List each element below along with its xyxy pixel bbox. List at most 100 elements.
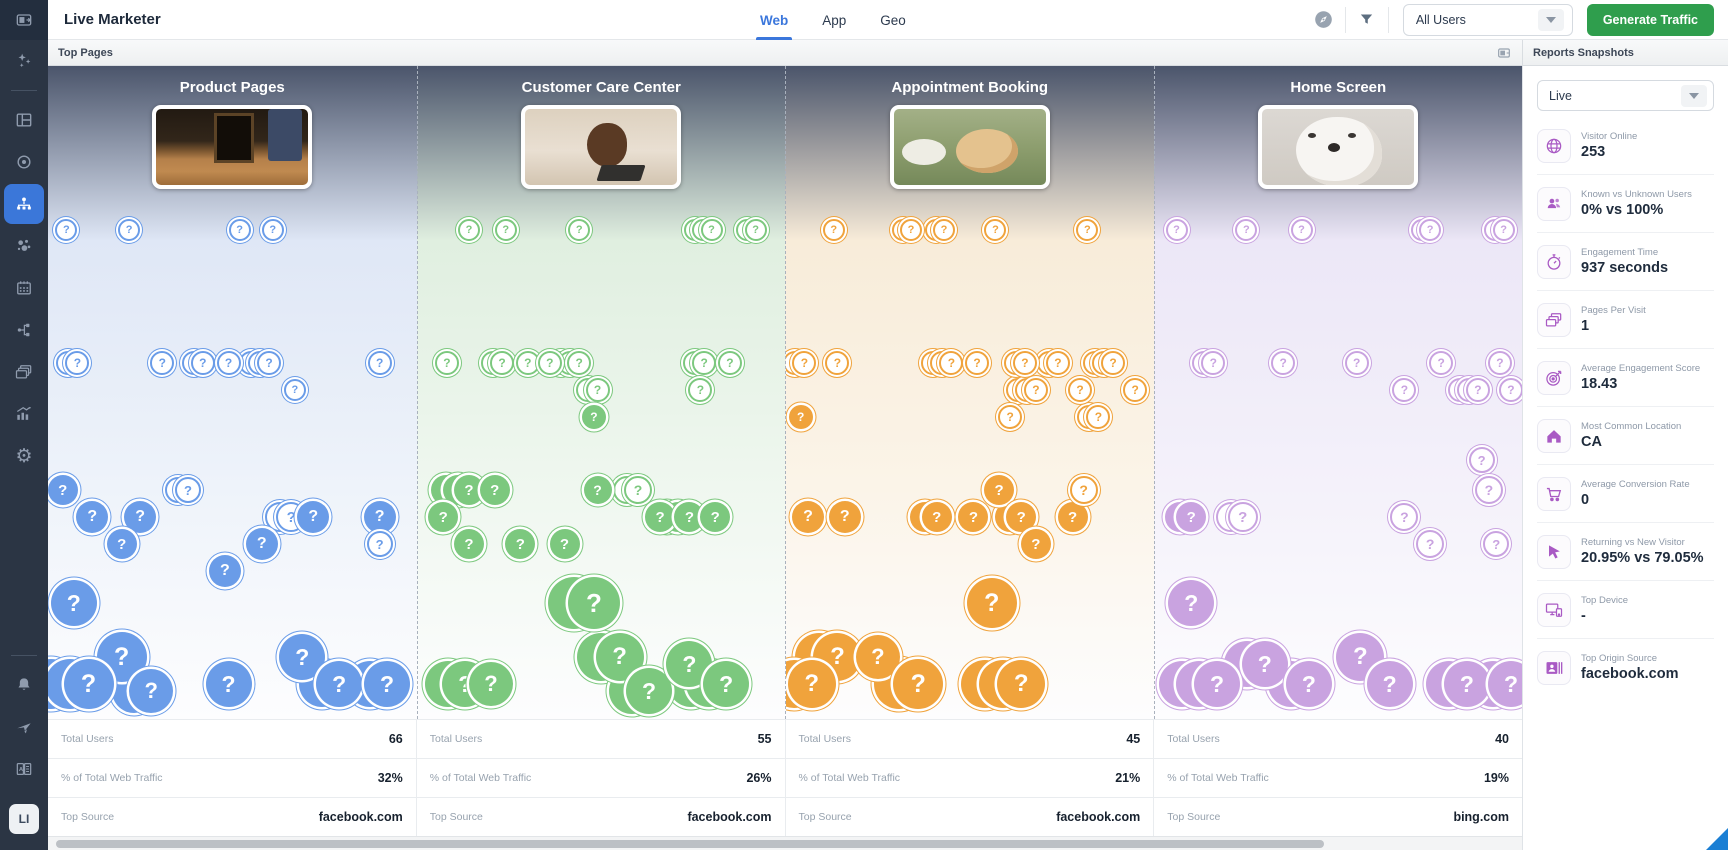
user-bubble-outline[interactable]: ? (688, 378, 713, 402)
user-bubble-outline[interactable]: ? (899, 219, 922, 241)
user-bubble[interactable]: ? (1193, 661, 1240, 707)
user-bubble[interactable]: ? (966, 578, 1017, 628)
send-icon[interactable] (4, 707, 44, 747)
user-bubble-outline[interactable]: ? (1235, 219, 1258, 241)
user-bubble-outline[interactable]: ? (567, 351, 592, 375)
user-bubble[interactable]: ? (893, 659, 944, 709)
user-bubble[interactable]: ? (1285, 661, 1332, 707)
user-bubble-outline[interactable]: ? (494, 219, 517, 241)
user-bubble[interactable]: ? (505, 529, 536, 559)
metric-item[interactable]: Most Common Location CA (1537, 407, 1714, 465)
user-bubble-outline[interactable]: ? (434, 351, 459, 375)
user-bubble[interactable]: ? (1366, 661, 1413, 707)
bell-icon[interactable] (4, 665, 44, 705)
sparkles-icon[interactable] (4, 41, 44, 81)
user-bubble-outline[interactable]: ? (515, 351, 540, 375)
user-bubble[interactable]: ? (674, 502, 705, 532)
user-bubble[interactable]: ? (583, 476, 612, 504)
user-bubble[interactable]: ? (469, 662, 513, 706)
user-bubble[interactable]: ? (567, 577, 620, 629)
user-bubble-outline[interactable]: ? (228, 219, 251, 241)
user-bubble[interactable]: ? (1176, 502, 1207, 532)
report-mode-select[interactable]: Live (1537, 80, 1714, 111)
metric-item[interactable]: Known vs Unknown Users 0% vs 100% (1537, 175, 1714, 233)
metric-item[interactable]: Average Conversion Rate 0 (1537, 465, 1714, 523)
user-bubble-outline[interactable]: ? (118, 219, 141, 241)
user-bubble-outline[interactable]: ? (1069, 476, 1098, 504)
user-bubble[interactable]: ? (50, 580, 97, 626)
user-bubble-outline[interactable]: ? (744, 219, 767, 241)
metric-item[interactable]: Visitor Online 253 (1537, 117, 1714, 175)
user-bubble[interactable]: ? (208, 555, 241, 587)
user-bubble-outline[interactable]: ? (792, 351, 817, 375)
user-bubble-outline[interactable]: ? (1483, 531, 1510, 557)
chat-widget-corner[interactable] (1706, 828, 1728, 850)
user-bubble-outline[interactable]: ? (1123, 378, 1148, 402)
page-thumbnail[interactable] (521, 105, 682, 189)
user-bubble[interactable]: ? (1168, 580, 1215, 626)
user-bubble-outline[interactable]: ? (1290, 219, 1313, 241)
metric-item[interactable]: Average Engagement Score 18.43 (1537, 349, 1714, 407)
user-bubble-outline[interactable]: ? (1429, 351, 1454, 375)
user-bubble-outline[interactable]: ? (1227, 502, 1258, 532)
compass-icon[interactable] (1303, 7, 1345, 33)
page-thumbnail[interactable] (152, 105, 313, 189)
user-bubble-outline[interactable]: ? (568, 219, 591, 241)
user-bubble-outline[interactable]: ? (1086, 405, 1111, 429)
user-bubble[interactable]: ? (1006, 502, 1037, 532)
user-bubble[interactable]: ? (245, 528, 278, 560)
user-bubble-outline[interactable]: ? (1045, 351, 1070, 375)
user-bubble[interactable]: ? (1336, 633, 1385, 681)
user-bubble[interactable]: ? (453, 475, 484, 505)
user-bubble-outline[interactable]: ? (984, 219, 1007, 241)
user-bubble-outline[interactable]: ? (1474, 476, 1503, 504)
target-icon[interactable] (4, 142, 44, 182)
user-bubble-outline[interactable]: ? (965, 351, 990, 375)
page-thumbnail[interactable] (889, 105, 1050, 189)
user-bubble-outline[interactable]: ? (1165, 219, 1188, 241)
user-bubble-outline[interactable]: ? (1416, 530, 1445, 558)
user-bubble[interactable]: ? (855, 635, 900, 679)
user-bubble-outline[interactable]: ? (1392, 378, 1417, 402)
user-bubble[interactable]: ? (645, 502, 676, 532)
book-icon[interactable]: A (4, 749, 44, 789)
tab-geo[interactable]: Geo (880, 12, 906, 28)
user-bubble[interactable]: ? (828, 501, 861, 533)
user-bubble-outline[interactable]: ? (1419, 219, 1442, 241)
user-bubble[interactable]: ? (48, 475, 78, 505)
bubbles-icon[interactable] (4, 226, 44, 266)
user-bubble-outline[interactable]: ? (1012, 351, 1037, 375)
tab-web[interactable]: Web (755, 0, 793, 40)
user-bubble-outline[interactable]: ? (1498, 378, 1522, 402)
tab-app[interactable]: App (822, 12, 847, 28)
user-bubble-outline[interactable]: ? (1344, 351, 1369, 375)
user-bubble-outline[interactable]: ? (1487, 351, 1512, 375)
user-bubble-outline[interactable]: ? (190, 351, 215, 375)
user-bubble-outline[interactable]: ? (825, 351, 850, 375)
user-bubble[interactable]: ? (703, 661, 750, 707)
user-bubble[interactable]: ? (1241, 641, 1288, 687)
user-bubble-outline[interactable]: ? (933, 219, 956, 241)
user-bubble[interactable]: ? (428, 502, 459, 532)
user-bubble[interactable]: ? (453, 529, 484, 559)
user-bubble[interactable]: ? (1443, 661, 1490, 707)
metric-item[interactable]: Top Device - (1537, 581, 1714, 639)
user-bubble[interactable]: ? (1020, 529, 1051, 559)
sitemap-icon[interactable] (4, 184, 44, 224)
user-bubble[interactable]: ? (788, 405, 813, 429)
user-bubble[interactable]: ? (106, 529, 137, 559)
metric-item[interactable]: Top Origin Source facebook.com (1537, 639, 1714, 696)
generate-traffic-button[interactable]: Generate Traffic (1586, 3, 1714, 36)
user-bubble[interactable]: ? (787, 660, 836, 708)
user-bubble-outline[interactable]: ? (65, 351, 90, 375)
user-bubble-outline[interactable]: ? (585, 378, 610, 402)
user-bubble-outline[interactable]: ? (257, 351, 282, 375)
user-bubble[interactable]: ? (921, 502, 952, 532)
user-bubble[interactable]: ? (63, 659, 114, 709)
user-bubble-outline[interactable]: ? (692, 351, 717, 375)
metric-item[interactable]: Returning vs New Visitor 20.95% vs 79.05% (1537, 523, 1714, 581)
user-bubble[interactable]: ? (549, 529, 580, 559)
user-bubble-outline[interactable]: ? (55, 219, 78, 241)
user-bubble[interactable]: ? (124, 501, 157, 533)
audience-select[interactable]: All Users (1402, 3, 1573, 36)
